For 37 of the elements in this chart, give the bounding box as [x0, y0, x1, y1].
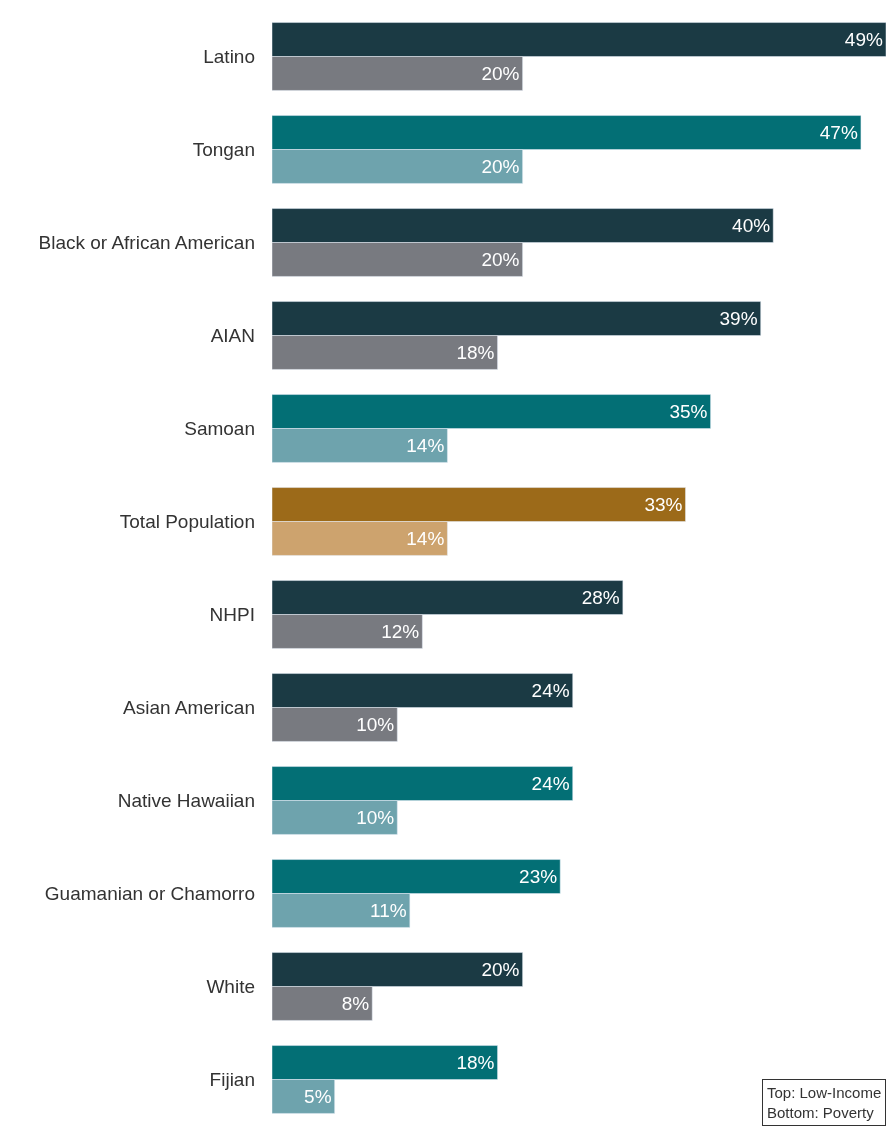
data-label: 28% — [581, 587, 620, 609]
y-tick-label: Black or African American — [38, 232, 255, 254]
data-label: 18% — [456, 341, 495, 363]
data-label: 20% — [481, 62, 520, 84]
data-label: 10% — [356, 713, 395, 735]
y-tick-label: Native Hawaiian — [117, 790, 255, 812]
data-label: 40% — [732, 215, 771, 237]
y-tick-label: Asian American — [122, 697, 255, 719]
data-label: 14% — [406, 527, 445, 549]
data-label: 35% — [669, 401, 708, 423]
data-label: 5% — [304, 1085, 332, 1107]
data-label: 8% — [341, 992, 370, 1014]
annotation: Top: Low-Income Bottom: Poverty — [767, 1084, 882, 1121]
data-label: 18% — [456, 1052, 495, 1074]
data-label: 20% — [481, 248, 520, 270]
y-tick-label: Latino — [203, 46, 255, 68]
y-tick-label: Samoan — [184, 418, 255, 440]
data-label: 20% — [481, 155, 520, 177]
y-tick-label: Total Population — [119, 511, 255, 533]
data-label: 14% — [406, 434, 445, 456]
data-label: 33% — [644, 494, 683, 516]
data-label: 49% — [844, 29, 883, 51]
data-label: 12% — [381, 620, 420, 642]
y-tick-label: Fijian — [209, 1069, 255, 1091]
y-tick-label: NHPI — [209, 604, 255, 626]
data-label: 39% — [719, 308, 758, 330]
y-tick-label: AIAN — [210, 325, 255, 347]
data-label: 24% — [531, 680, 570, 702]
data-label: 47% — [819, 122, 858, 144]
data-label: 20% — [481, 959, 520, 981]
data-label: 24% — [531, 773, 570, 795]
data-label: 11% — [370, 899, 407, 921]
y-tick-label: White — [206, 976, 255, 998]
data-label: 10% — [356, 806, 395, 828]
data-label: 23% — [519, 866, 558, 888]
y-tick-label: Guamanian or Chamorro — [44, 883, 255, 905]
y-tick-label: Tongan — [192, 139, 255, 161]
